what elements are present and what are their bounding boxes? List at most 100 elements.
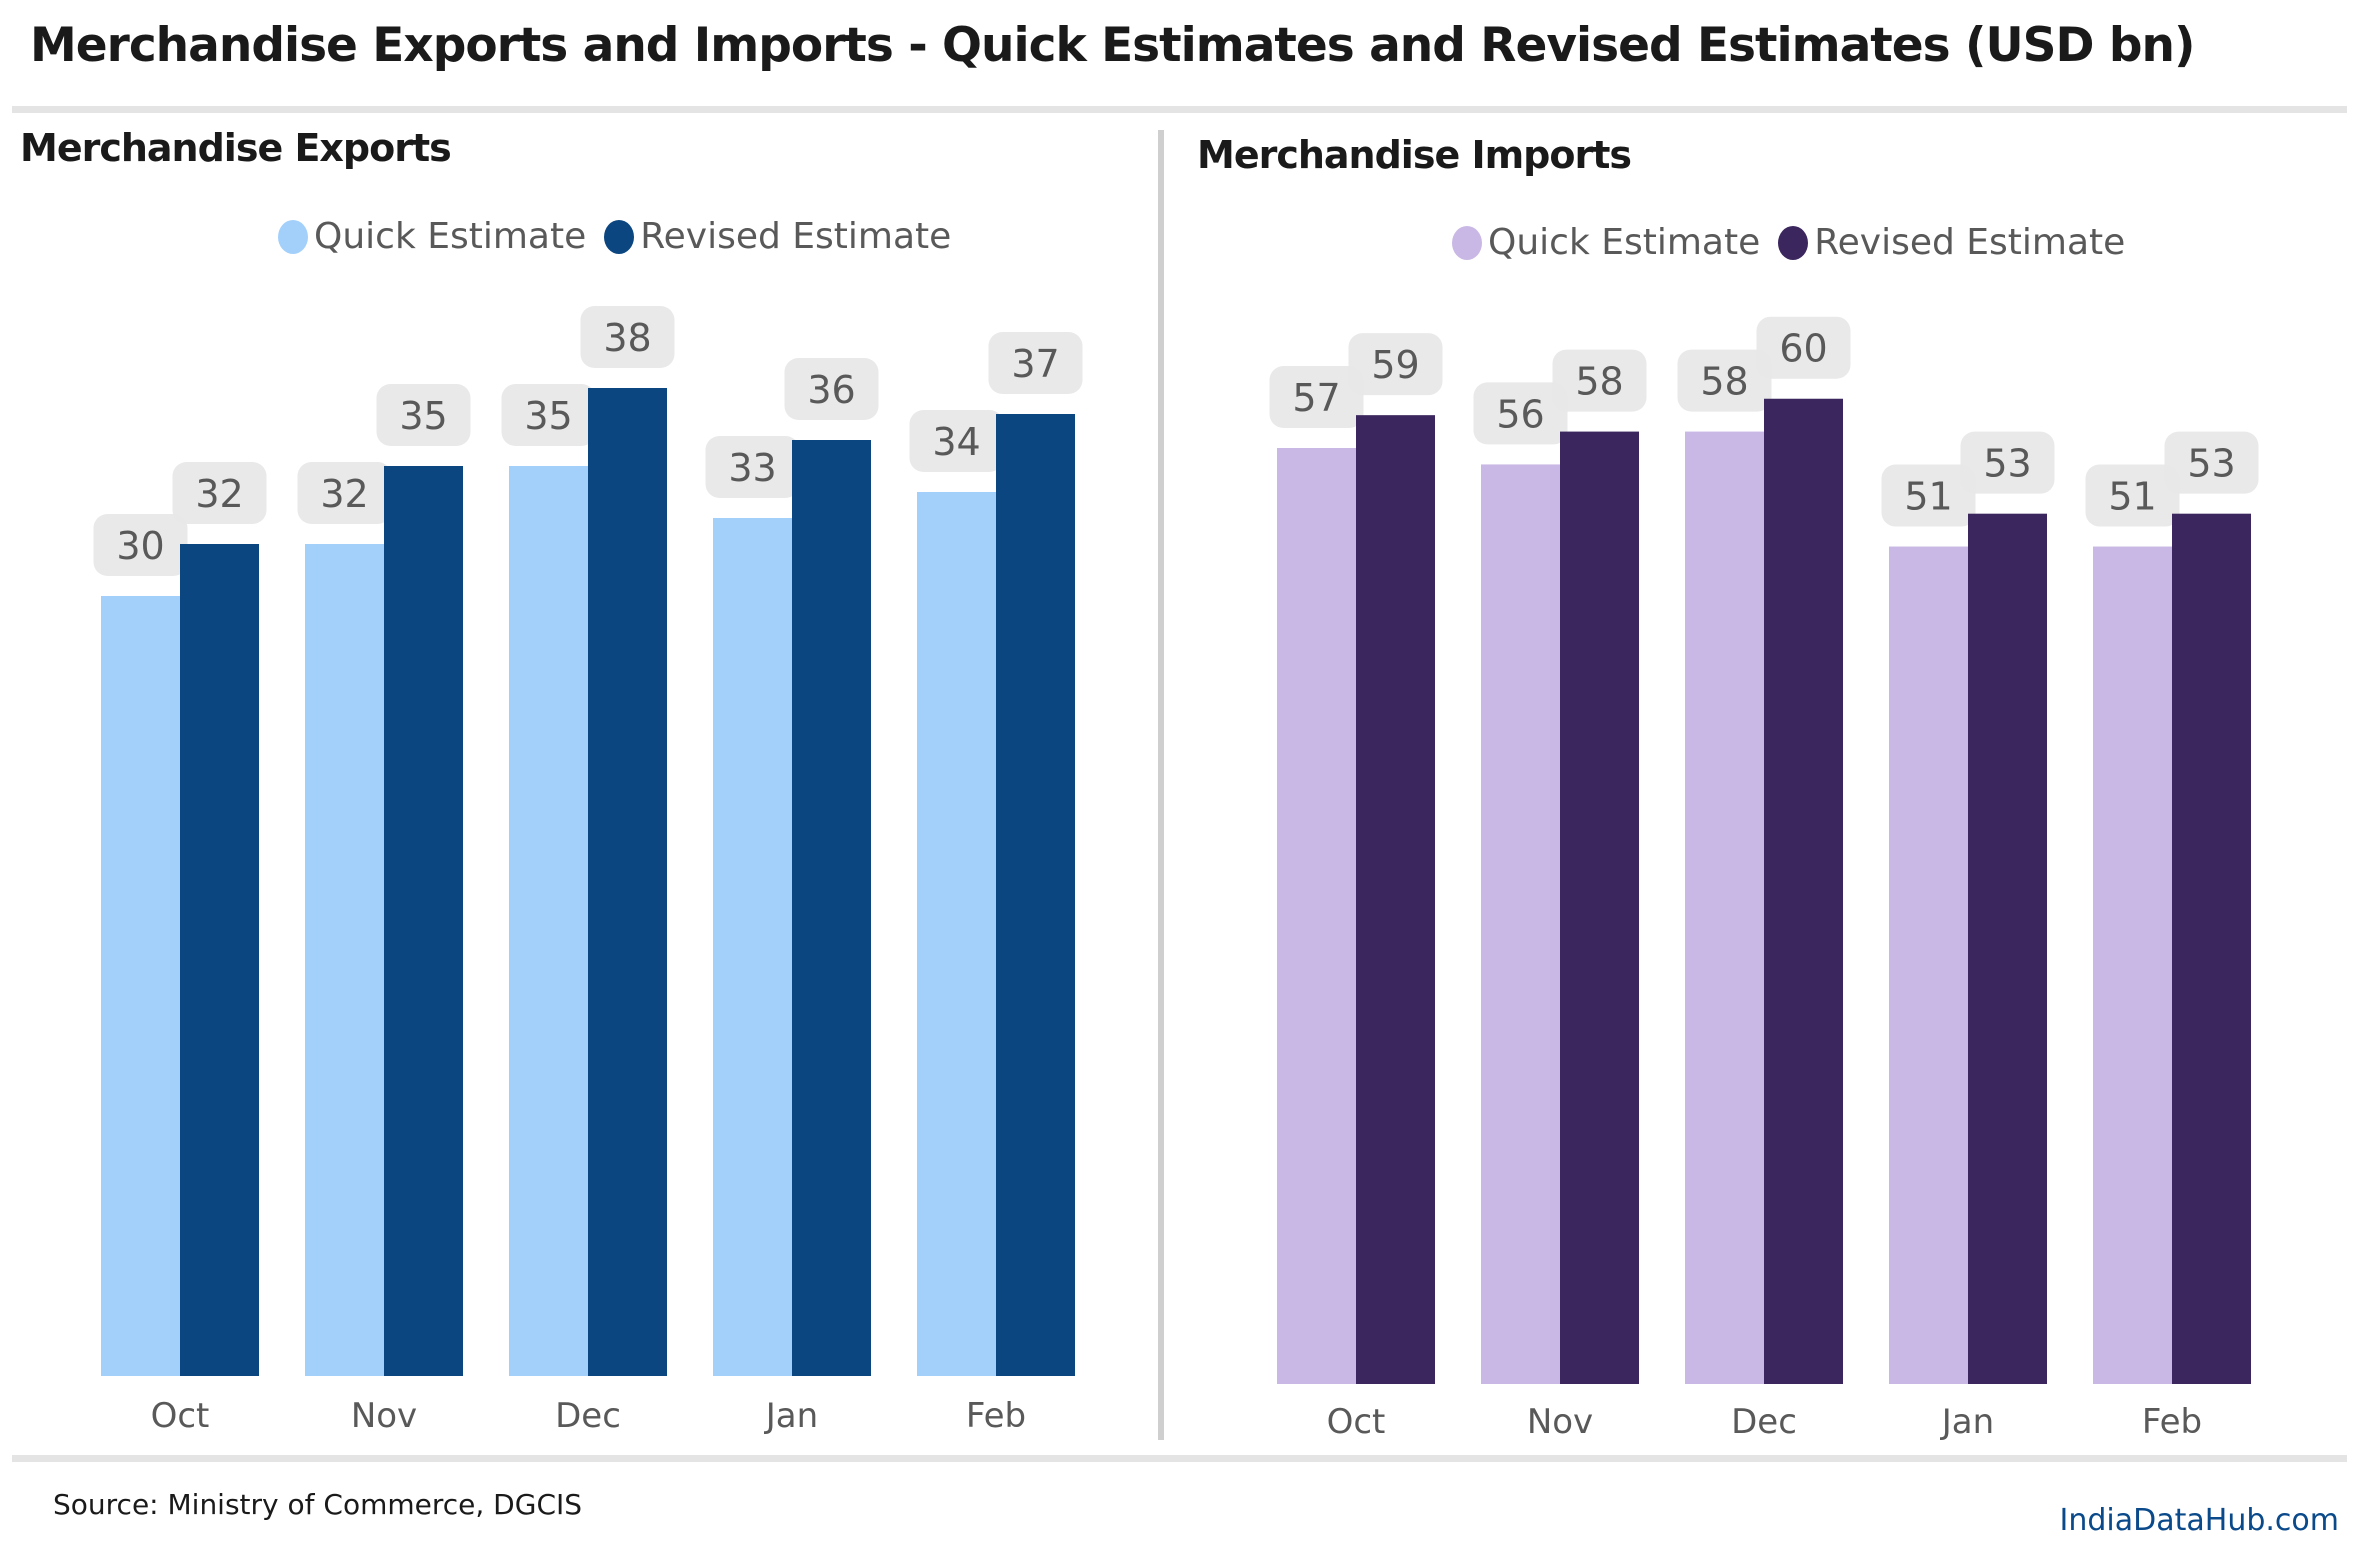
- bar-quick-dec: [509, 466, 588, 1376]
- x-tick-label: Jan: [1940, 1402, 1994, 1442]
- data-label-box: [376, 384, 471, 446]
- bar-revised-oct: [180, 544, 259, 1376]
- x-tick-label: Dec: [555, 1396, 621, 1436]
- data-label-box: [1552, 349, 1647, 412]
- source-note: Source: Ministry of Commerce, DGCIS: [53, 1488, 583, 1521]
- bar-group-nov: 32 35: [297, 384, 471, 1376]
- data-label-box: [1881, 464, 1976, 527]
- exports-panel-title: Merchandise Exports: [20, 126, 452, 170]
- legend-swatch: [1778, 225, 1809, 260]
- x-tick-label: Dec: [1731, 1402, 1797, 1442]
- legend-item-revised: Revised Estimate: [1778, 222, 2125, 263]
- bar-revised-nov: [384, 466, 463, 1376]
- bar-quick-jan: [1889, 546, 1968, 1384]
- legend-label: Revised Estimate: [640, 216, 952, 257]
- data-label-box: [580, 306, 675, 368]
- data-label-box: [2164, 431, 2259, 494]
- bar-revised-feb: [2172, 513, 2251, 1384]
- x-tick-label: Feb: [966, 1396, 1026, 1436]
- data-label-box: [705, 436, 800, 498]
- data-label: 58: [1700, 360, 1748, 404]
- bar-group-dec: 58 60: [1677, 316, 1851, 1385]
- data-label: 35: [524, 394, 572, 438]
- data-label: 51: [2108, 475, 2156, 519]
- legend-item-quick: Quick Estimate: [1452, 222, 1760, 263]
- bar-quick-oct: [1277, 448, 1356, 1384]
- bar-revised-nov: [1560, 431, 1639, 1384]
- x-tick-label: Jan: [764, 1396, 818, 1436]
- bar-group-feb: 34 37: [909, 332, 1083, 1376]
- imports-panel-title: Merchandise Imports: [1197, 133, 1632, 177]
- bar-quick-feb: [2093, 546, 2172, 1384]
- data-label-box: [1269, 366, 1364, 428]
- data-label-box: [1960, 431, 2055, 494]
- bar-revised-feb: [996, 414, 1075, 1376]
- bottom-divider: [12, 1455, 2347, 1462]
- bar-revised-dec: [588, 388, 667, 1376]
- bar-quick-oct: [101, 596, 180, 1376]
- bar-group-dec: 35 38: [501, 306, 675, 1376]
- x-tick-label: Nov: [1527, 1402, 1593, 1442]
- bar-quick-jan: [713, 518, 792, 1376]
- data-label: 51: [1904, 475, 1952, 519]
- data-label-box: [297, 462, 392, 524]
- x-tick-label: Nov: [351, 1396, 417, 1436]
- data-label: 60: [1779, 327, 1827, 371]
- bar-group-oct: 30 32: [93, 462, 267, 1376]
- data-label: 36: [807, 368, 855, 412]
- panel-divider: [1158, 130, 1164, 1440]
- bar-group-feb: 51 53: [2085, 431, 2259, 1384]
- bar-revised-jan: [1968, 513, 2047, 1384]
- data-label: 59: [1371, 343, 1419, 387]
- legend-item-quick: Quick Estimate: [278, 216, 586, 257]
- x-tick-label: Feb: [2142, 1402, 2202, 1442]
- bar-revised-dec: [1764, 398, 1843, 1385]
- data-label: 56: [1496, 392, 1544, 436]
- data-label-box: [172, 462, 267, 524]
- data-label-box: [988, 332, 1083, 394]
- imports-chart: 57 59 Oct 56 58 Nov 58 60 Dec 51 53 Jan 51 53 Feb: [1269, 316, 2259, 1442]
- data-label-box: [1348, 333, 1443, 396]
- data-label: 58: [1575, 360, 1623, 404]
- bar-revised-jan: [792, 440, 871, 1376]
- legend-swatch: [278, 219, 308, 254]
- legend-swatch: [1452, 225, 1482, 260]
- legend-swatch: [604, 219, 635, 254]
- data-label: 33: [728, 446, 776, 490]
- x-tick-label: Oct: [1327, 1402, 1386, 1442]
- data-label: 38: [603, 316, 651, 360]
- imports-legend: Quick Estimate Revised Estimate: [1452, 222, 2143, 263]
- data-label-box: [1677, 349, 1772, 412]
- data-label-box: [1756, 316, 1851, 379]
- brand-link[interactable]: IndiaDataHub.com: [2059, 1503, 2339, 1538]
- data-label-box: [2085, 464, 2180, 527]
- data-label-box: [1473, 382, 1568, 445]
- bar-group-jan: 33 36: [705, 358, 879, 1376]
- legend-label: Quick Estimate: [314, 216, 587, 257]
- exports-chart: 30 32 Oct 32 35 Nov 35 38 Dec 33 36 Jan 34 37 Feb: [93, 306, 1083, 1436]
- bar-group-nov: 56 58: [1473, 349, 1647, 1385]
- exports-legend: Quick Estimate Revised Estimate: [278, 216, 969, 257]
- data-label: 53: [1983, 442, 2031, 486]
- bar-group-oct: 57 59: [1269, 333, 1443, 1384]
- legend-item-revised: Revised Estimate: [604, 216, 951, 257]
- page-title: Merchandise Exports and Imports - Quick …: [30, 18, 2195, 73]
- x-tick-label: Oct: [151, 1396, 210, 1436]
- data-label-box: [784, 358, 879, 420]
- data-label: 57: [1292, 376, 1340, 420]
- data-label: 34: [932, 420, 980, 464]
- data-label: 32: [195, 472, 243, 516]
- legend-label: Quick Estimate: [1488, 222, 1761, 263]
- top-divider: [12, 106, 2347, 113]
- bar-revised-oct: [1356, 415, 1435, 1384]
- bar-quick-nov: [1481, 464, 1560, 1385]
- legend-label: Revised Estimate: [1814, 222, 2126, 263]
- data-label: 37: [1011, 342, 1059, 386]
- bar-group-jan: 51 53: [1881, 431, 2055, 1384]
- data-label-box: [909, 410, 1004, 472]
- data-label: 35: [399, 394, 447, 438]
- data-label: 30: [116, 524, 164, 568]
- bar-quick-dec: [1685, 431, 1764, 1384]
- data-label-box: [501, 384, 596, 446]
- data-label: 32: [320, 472, 368, 516]
